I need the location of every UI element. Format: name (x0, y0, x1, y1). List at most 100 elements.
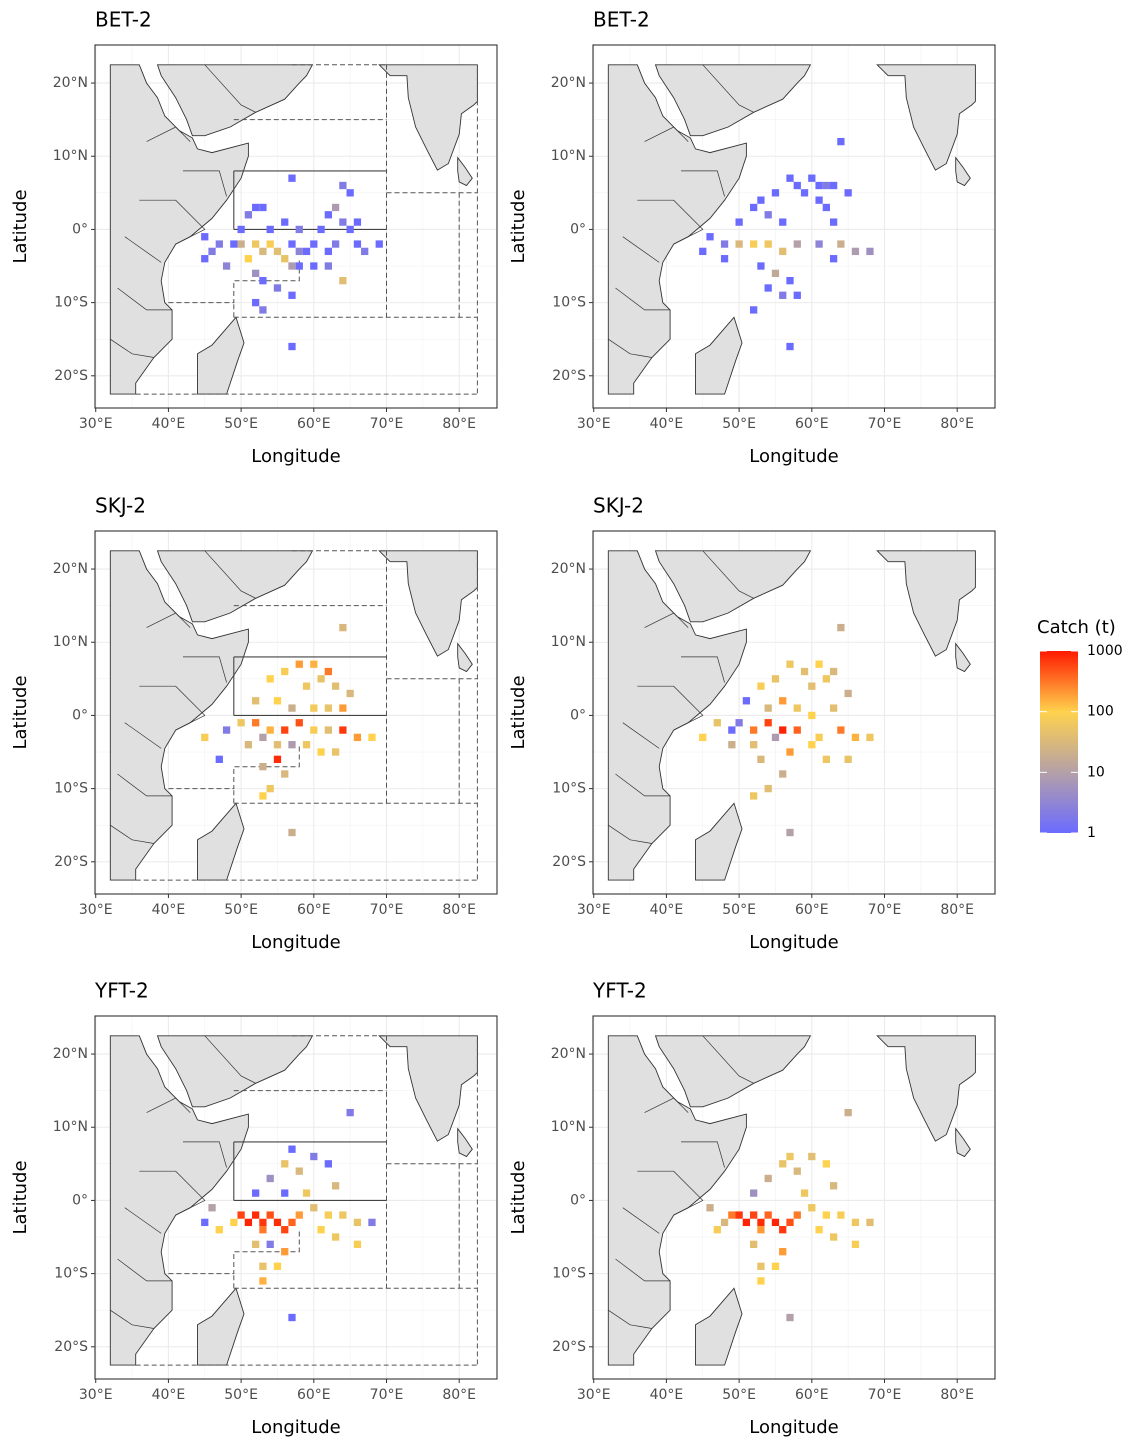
panel-border (592, 530, 996, 895)
y-tick-label: 10°S (54, 1266, 88, 1282)
catch-cell (764, 1211, 772, 1219)
catch-cell (252, 1211, 260, 1219)
catch-cell (215, 1226, 223, 1234)
catch-cell (771, 675, 780, 683)
catch-cell (786, 174, 794, 182)
catch-cell (837, 137, 845, 146)
catch-cell (728, 726, 736, 734)
border (110, 1309, 154, 1329)
catch-cell (302, 741, 311, 749)
catch-cell (735, 1211, 743, 1219)
x-tick-label: 60°E (795, 416, 829, 432)
region-boundary (168, 744, 300, 790)
catch-cell (353, 240, 362, 248)
catch-cell (244, 741, 253, 749)
y-tick-label: 20°S (54, 368, 88, 384)
x-tick-label: 30°E (79, 902, 113, 918)
catch-cell (771, 189, 780, 197)
catch-cell (793, 240, 801, 248)
catch-cell (259, 203, 267, 212)
catch-cell (713, 719, 721, 727)
catch-cell (706, 1204, 714, 1212)
catch-cell (728, 1211, 736, 1219)
catch-cell (779, 291, 787, 299)
catch-cell (266, 240, 274, 248)
panel-title: YFT-2 (592, 979, 647, 1003)
catch-cell (866, 733, 874, 742)
catch-cell (757, 682, 765, 690)
catch-cell (310, 240, 318, 248)
x-tick-label: 30°E (577, 416, 611, 432)
border (615, 773, 671, 797)
catch-cell (324, 667, 332, 676)
catch-cell (222, 262, 231, 270)
border (644, 126, 689, 142)
catch-cell (713, 1226, 721, 1234)
catch-cell (295, 262, 303, 270)
catch-cell (252, 1240, 260, 1248)
panel-title: YFT-2 (94, 979, 149, 1003)
catch-cell (368, 1218, 376, 1227)
panel: 30°E 40°E 50°E 60°E 70°E 80°E 20°N 10°N 0° 10°S 20… (10, 494, 498, 953)
catch-cell (844, 189, 852, 197)
catch-cell (368, 733, 376, 742)
catch-cell (288, 240, 296, 248)
catch-cell (324, 704, 332, 712)
catch-cell (353, 218, 362, 226)
border (124, 722, 162, 749)
catch-cell (793, 291, 801, 299)
catch-cell (317, 675, 325, 683)
catch-cell (288, 1313, 296, 1322)
x-tick-label: 80°E (940, 902, 974, 918)
catch-cell (844, 755, 852, 763)
catch-cell (201, 233, 209, 241)
y-axis-title: Latitude (508, 1160, 529, 1234)
border (702, 64, 754, 113)
y-tick-label: 0° (72, 1192, 88, 1208)
x-tick-label: 50°E (224, 902, 258, 918)
catch-cell (779, 218, 787, 226)
panel: 30°E 40°E 50°E 60°E 70°E 80°E 20°N 10°N 0° 10°S 20… (10, 979, 498, 1438)
catch-cell (259, 762, 267, 771)
catch-cell (324, 262, 332, 270)
catch-cell (837, 240, 845, 248)
catch-cell (295, 1167, 303, 1175)
catch-cell (346, 689, 354, 698)
y-tick-label: 0° (570, 221, 586, 237)
catch-cell (288, 262, 296, 270)
catch-cell (281, 667, 289, 676)
y-tick-label: 10°N (551, 1119, 586, 1135)
border (183, 170, 227, 197)
catch-cell (764, 784, 772, 793)
catch-cell (720, 255, 729, 263)
catch-cell (815, 660, 823, 668)
x-tick-label: 60°E (297, 416, 331, 432)
catch-cell (706, 233, 714, 241)
y-tick-label: 10°S (552, 295, 586, 311)
land (378, 64, 478, 171)
catch-cell (779, 1247, 787, 1256)
border (681, 1141, 725, 1168)
catch-cell (331, 682, 340, 690)
catch-cell (310, 1152, 318, 1161)
border (146, 1097, 191, 1113)
catch-cell (750, 1211, 758, 1219)
catch-cell (252, 203, 260, 212)
catch-cell (201, 255, 209, 263)
catch-cell (302, 247, 311, 256)
catch-cell (266, 726, 274, 734)
catch-cell (266, 675, 274, 683)
border (608, 824, 652, 844)
catch-cell (764, 704, 772, 712)
catch-cell (324, 1160, 332, 1168)
catch-cell (331, 203, 340, 212)
catch-cell (310, 1204, 318, 1212)
catch-cell (375, 240, 383, 248)
catch-cell (786, 276, 794, 285)
catch-cell (353, 1240, 362, 1248)
catch-cell (829, 218, 838, 226)
land (156, 1035, 314, 1108)
x-tick-label: 30°E (79, 416, 113, 432)
catch-cell (757, 196, 765, 204)
catch-cell (822, 1160, 830, 1168)
